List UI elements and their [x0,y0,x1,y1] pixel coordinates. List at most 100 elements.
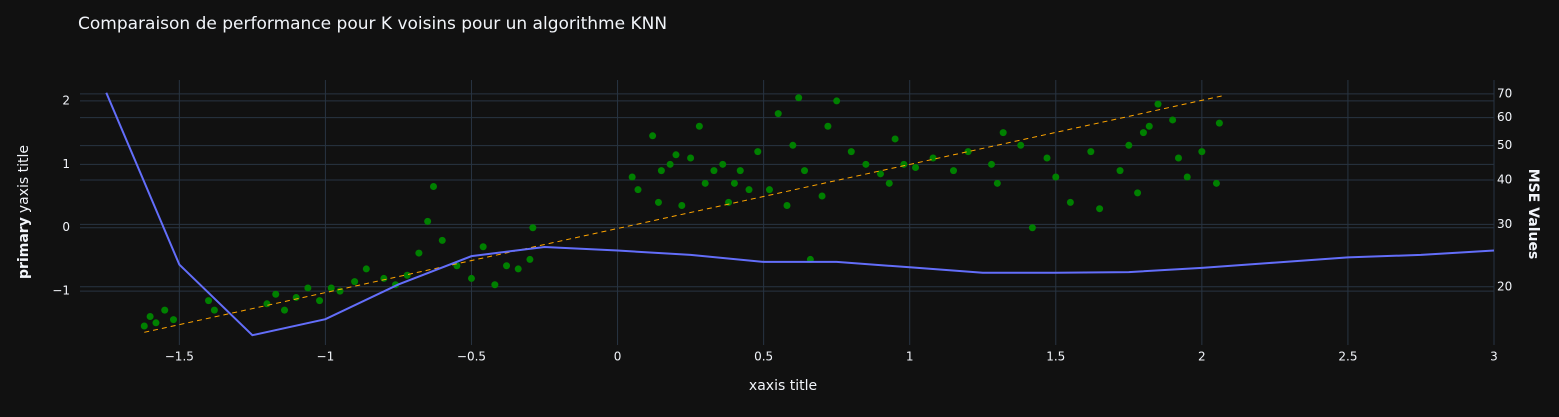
scatter-point [730,179,738,187]
x-tick-label: −0.5 [457,350,486,364]
scatter-point [292,293,300,301]
scatter-point [900,160,908,168]
scatter-point [430,183,437,191]
scatter-point [789,141,797,149]
scatter-point [1052,173,1060,181]
scatter-point [1017,141,1025,149]
y-tick-label: 1 [62,157,70,171]
scatter-point [529,224,537,232]
scatter-point [263,300,271,308]
y2-tick-label: 70 [1497,86,1512,100]
scatter-point [1174,154,1182,162]
x-tick-label: 3 [1490,350,1498,364]
y2-tick-label: 50 [1497,138,1512,152]
scatter-point [628,173,636,181]
y-tick-label: 2 [62,93,70,107]
scatter-point [1116,167,1124,175]
line-series [144,95,1223,333]
scatter-point [824,122,832,130]
y2-tick-label: 30 [1497,217,1512,231]
scatter-point [687,154,695,162]
scatter-point [503,262,511,270]
scatter-point [654,198,662,206]
scatter-point [140,322,148,330]
y-axis-title-bold: primary [16,217,32,279]
scatter-point [774,110,782,118]
scatter-point [424,217,432,225]
y-axis-title-rest: yaxis title [16,145,32,213]
y2-tick-label: 20 [1497,279,1512,293]
x-tick-label: 0 [614,350,622,364]
scatter-point [1154,100,1162,108]
scatter-point [316,297,324,305]
scatter-point [1096,205,1104,213]
y2-tick-label: 60 [1497,110,1512,124]
scatter-point [929,154,937,162]
scatter-point [885,179,893,187]
scatter-point [657,167,665,175]
scatter-point [526,255,534,263]
scatter-point [415,249,423,257]
scatter-point [438,236,446,244]
scatter-point [678,202,686,210]
scatter-point [362,265,370,273]
scatter-point [745,186,753,194]
scatter-point [876,170,884,178]
scatter-point [1134,189,1142,197]
grid [80,80,1495,345]
scatter-point [327,284,335,292]
scatter-point [146,312,154,320]
chart-title: Comparaison de performance pour K voisin… [78,14,667,34]
scatter-point [479,243,487,251]
scatter-point [1087,148,1095,156]
scatter-point [380,274,388,282]
scatter-point [210,306,218,314]
scatter-point [169,316,177,324]
scatter-point [795,94,803,102]
y-tick-label: 0 [62,220,70,234]
scatter-point [672,151,680,159]
scatter-point [272,290,280,298]
scatter-point [833,97,841,105]
scatter-point [912,163,920,171]
scatter-point [695,122,703,130]
scatter-point [1198,148,1206,156]
scatter-point [988,160,996,168]
y2-tick-label: 40 [1497,173,1512,187]
scatter-point [1183,173,1191,181]
scatter-point [719,160,727,168]
scatter-point [891,135,899,143]
scatter-point [1212,179,1220,187]
scatter-point [1169,116,1177,124]
scatter-point [862,160,870,168]
x-tick-label: 0.5 [754,350,773,364]
scatter-point [964,148,972,156]
scatter-point [736,167,744,175]
y2-axis-title: MSE Values [1525,169,1541,260]
scatter-point [281,306,289,314]
scatter-point [801,167,809,175]
scatter-point [847,148,855,156]
scatter-point [765,186,773,194]
x-tick-label: −1 [317,350,335,364]
scatter-point [1215,119,1223,127]
scatter-point [783,202,791,210]
scatter-point [649,132,657,140]
scatter-point [818,192,826,200]
x-tick-label: 2.5 [1338,350,1357,364]
scatter-point [1066,198,1074,206]
scatter-point [1139,129,1147,137]
scatter-point [304,284,312,292]
scatter-point [1043,154,1051,162]
scatter-point [491,281,499,289]
y-tick-label: −1 [52,284,70,298]
scatter-point [999,129,1007,137]
scatter-point [152,319,160,327]
scatter-point [1125,141,1133,149]
scatter-point [514,265,522,273]
scatter-point [754,148,762,156]
x-tick-label: 1.5 [1046,350,1065,364]
line-series [105,92,1495,337]
